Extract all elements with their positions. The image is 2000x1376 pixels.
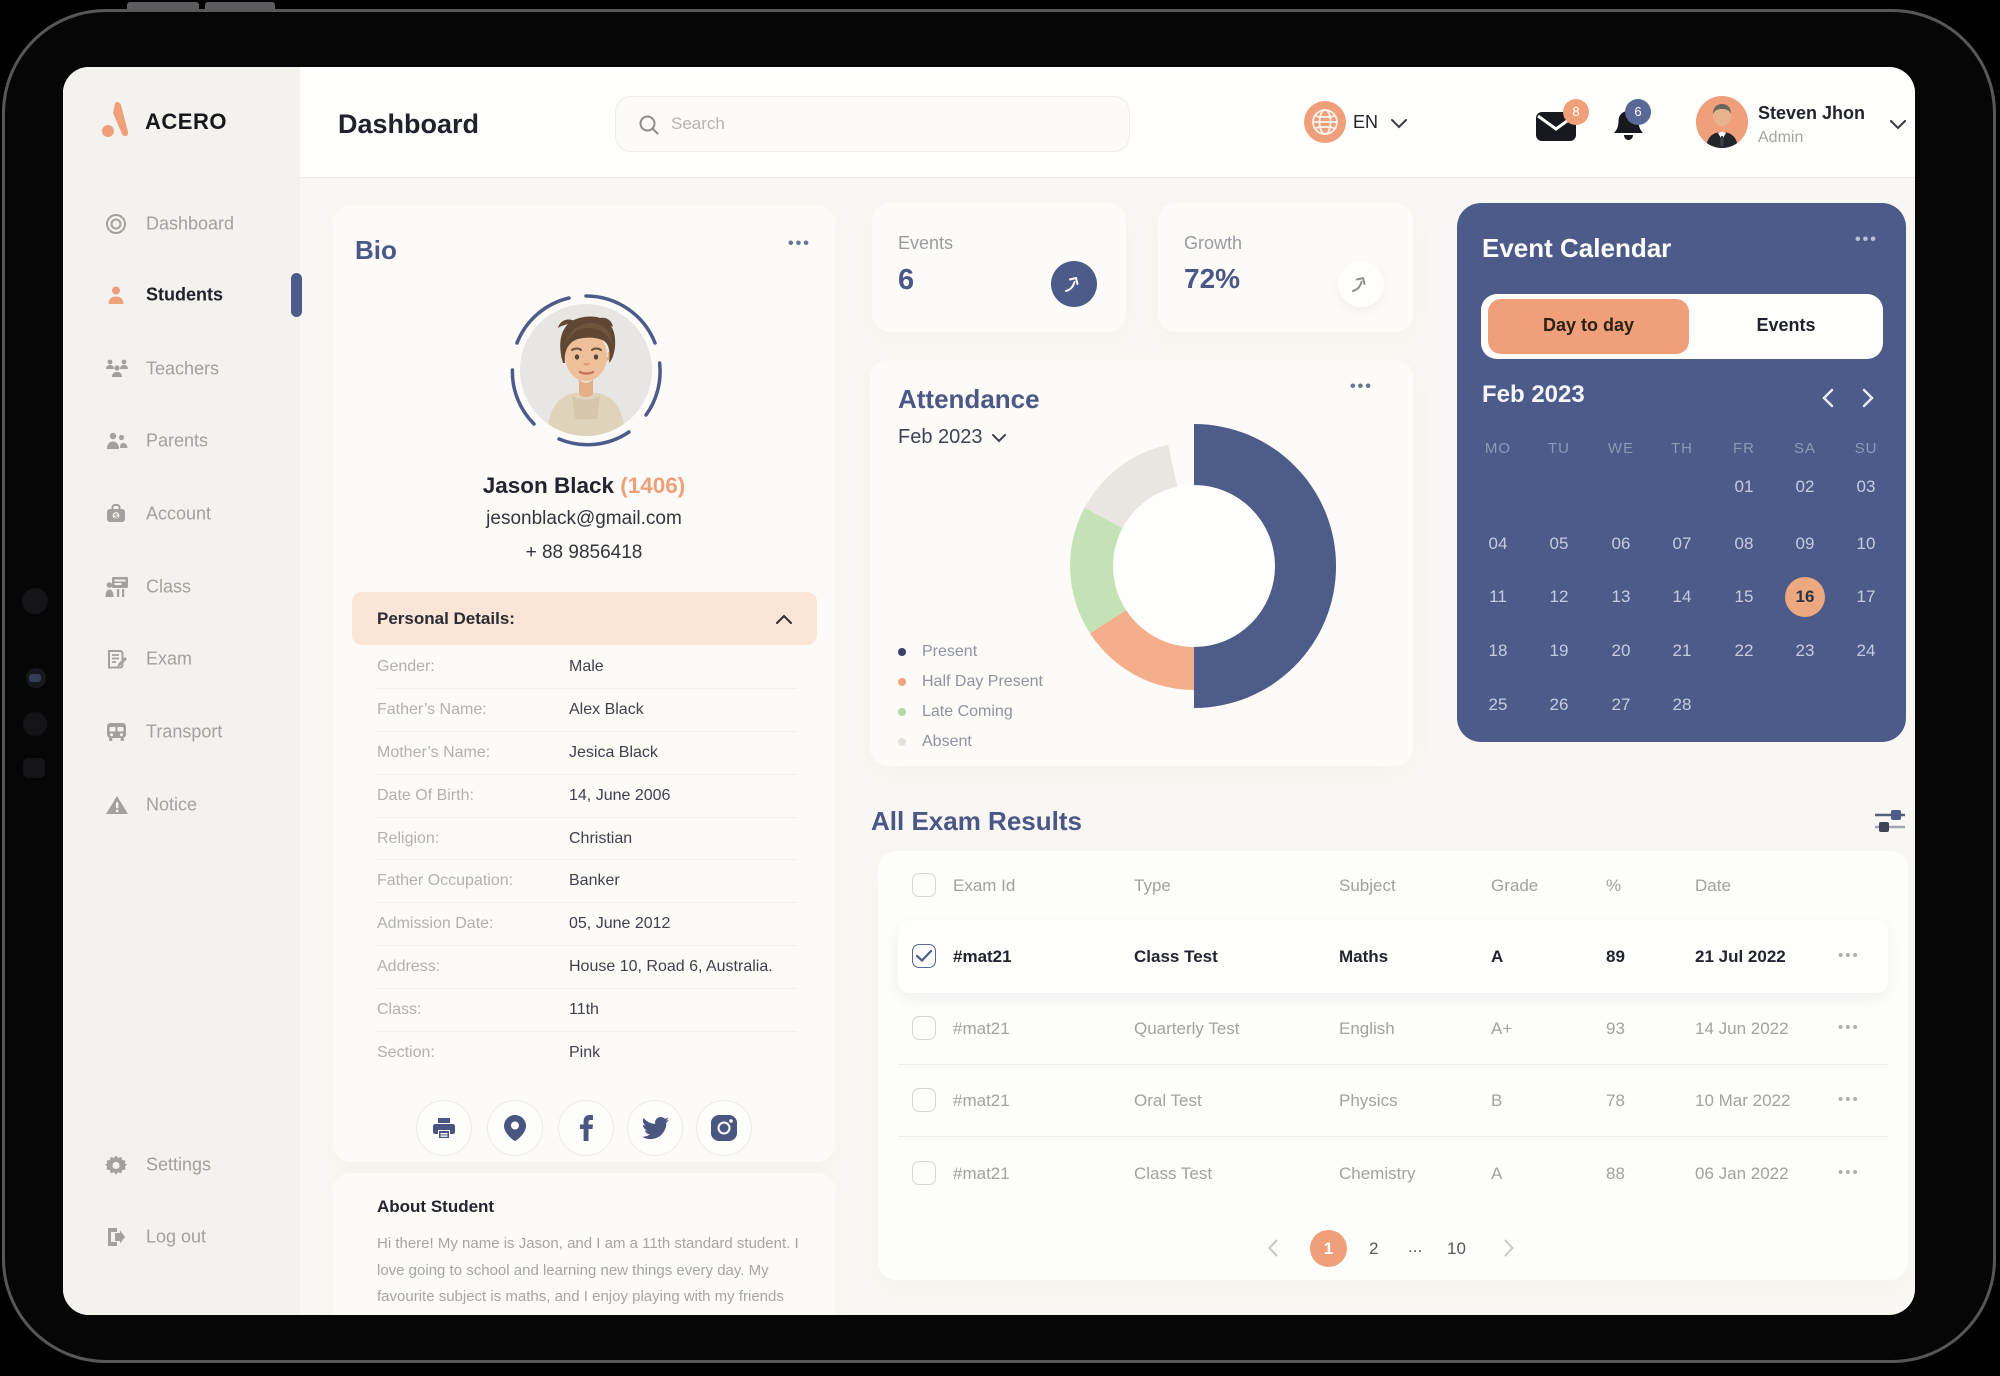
svg-text:$: $	[114, 513, 118, 520]
